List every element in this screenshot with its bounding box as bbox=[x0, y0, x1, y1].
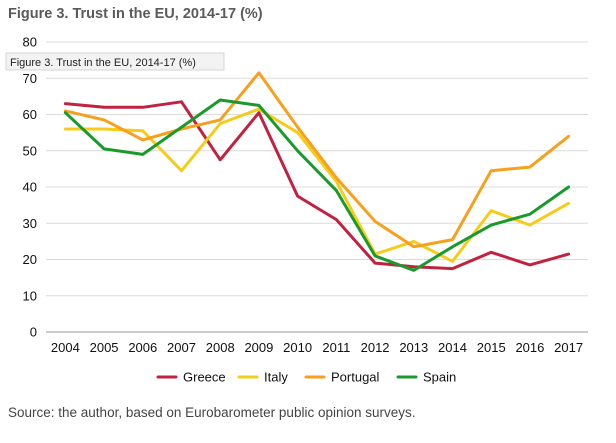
x-tick-label: 2010 bbox=[283, 340, 312, 355]
legend-label-greece: Greece bbox=[183, 370, 226, 385]
y-tick-label: 0 bbox=[30, 325, 37, 340]
x-tick-label: 2005 bbox=[90, 340, 119, 355]
legend-label-italy: Italy bbox=[264, 370, 288, 385]
y-tick-label: 60 bbox=[23, 107, 37, 122]
x-tick-label: 2004 bbox=[51, 340, 80, 355]
x-tick-label: 2007 bbox=[167, 340, 196, 355]
y-tick-label: 40 bbox=[23, 180, 37, 195]
series-line-italy bbox=[63, 107, 571, 263]
legend-label-spain: Spain bbox=[423, 370, 456, 385]
x-tick-label: 2015 bbox=[477, 340, 506, 355]
x-tick-label: 2008 bbox=[206, 340, 235, 355]
y-tick-label: 50 bbox=[23, 143, 37, 158]
source-note: Source: the author, based on Eurobaromet… bbox=[8, 405, 416, 420]
x-tick-label: 2012 bbox=[361, 340, 390, 355]
x-tick-label: 2011 bbox=[322, 340, 350, 355]
figure-title: Figure 3. Trust in the EU, 2014-17 (%) bbox=[8, 6, 263, 22]
y-tick-label: 20 bbox=[23, 252, 37, 267]
x-tick-label: 2013 bbox=[399, 340, 428, 355]
x-tick-label: 2006 bbox=[128, 340, 157, 355]
series-line-spain bbox=[63, 98, 571, 272]
x-tick-label: 2014 bbox=[438, 340, 467, 355]
x-tick-label: 2017 bbox=[554, 340, 583, 355]
inner-label-box bbox=[5, 52, 225, 71]
y-tick-label: 80 bbox=[23, 35, 37, 50]
y-tick-label: 70 bbox=[23, 71, 37, 86]
y-tick-label: 10 bbox=[23, 288, 37, 303]
series-line-portugal bbox=[63, 71, 571, 249]
y-tick-label: 30 bbox=[23, 216, 37, 231]
x-tick-label: 2016 bbox=[515, 340, 544, 355]
x-tick-label: 2009 bbox=[244, 340, 273, 355]
series-line-greece bbox=[63, 100, 571, 271]
legend-label-portugal: Portugal bbox=[331, 370, 380, 385]
inner-label: Figure 3. Trust in the EU, 2014-17 (%) bbox=[10, 57, 196, 69]
